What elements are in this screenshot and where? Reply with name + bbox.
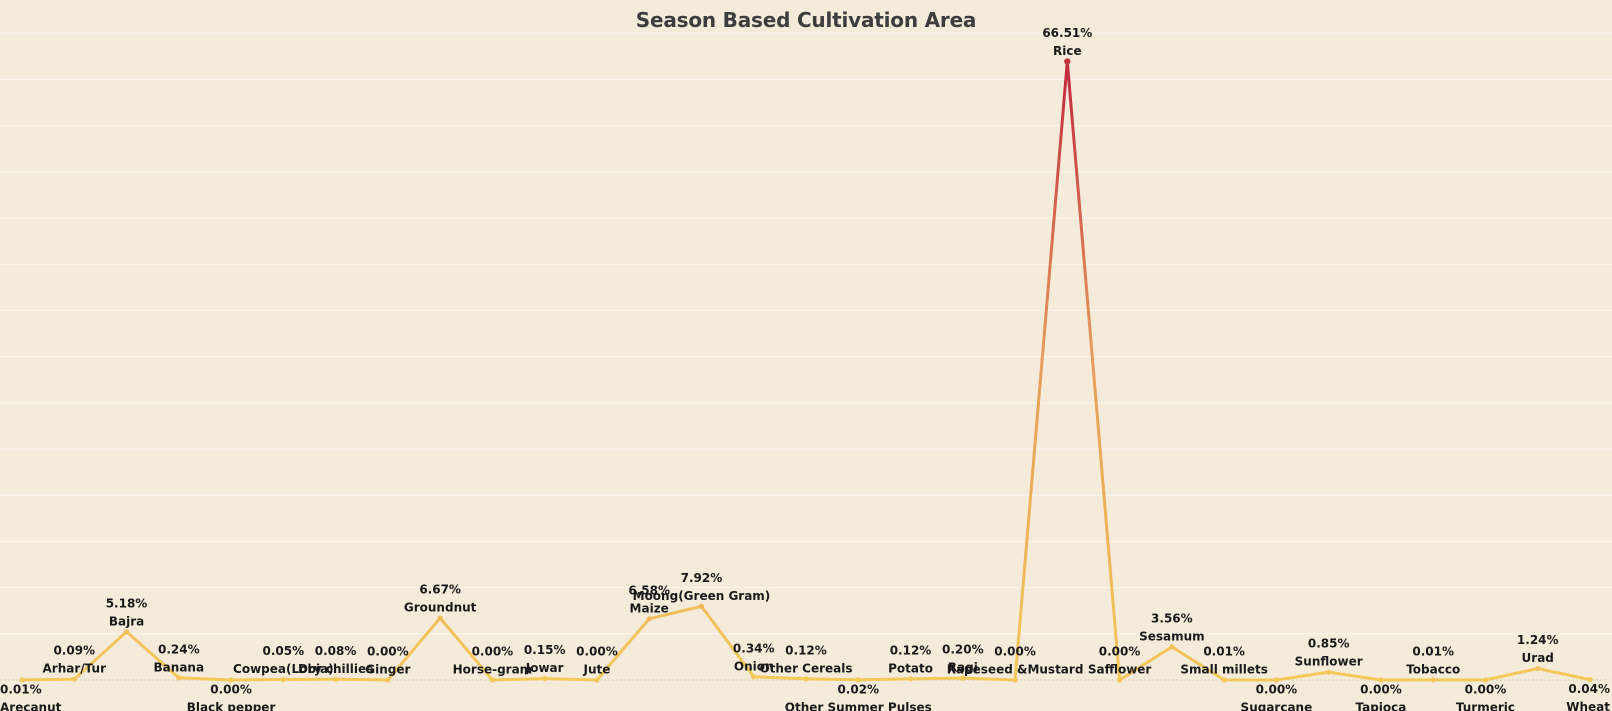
value-label: 0.00% <box>472 645 514 659</box>
value-label: 0.09% <box>53 644 95 658</box>
value-label: 66.51% <box>1042 26 1092 40</box>
category-label: Arhar/Tur <box>43 662 107 676</box>
category-label: Rapeseed &Mustard <box>947 663 1084 677</box>
data-point[interactable] <box>489 677 495 683</box>
data-point[interactable] <box>1117 677 1123 683</box>
value-label: 0.00% <box>576 645 618 659</box>
category-label: Ginger <box>365 663 410 677</box>
data-point[interactable] <box>751 674 757 680</box>
data-point[interactable] <box>1587 677 1593 683</box>
value-label: 0.05% <box>263 644 305 658</box>
value-label: 0.85% <box>1308 637 1350 651</box>
data-point[interactable] <box>1273 677 1279 683</box>
value-label: 0.12% <box>890 643 932 657</box>
value-label: 3.56% <box>1151 611 1193 625</box>
category-label: Arecanut <box>0 700 62 711</box>
category-label: Other Summer Pulses <box>785 700 932 711</box>
category-label: Urad <box>1522 651 1554 665</box>
data-point[interactable] <box>176 675 182 681</box>
data-point[interactable] <box>1378 677 1384 683</box>
data-point[interactable] <box>1064 58 1071 65</box>
category-label: Tapioca <box>1355 701 1406 711</box>
category-label: Jowar <box>525 661 564 675</box>
data-point[interactable] <box>1430 677 1436 683</box>
value-label: 0.00% <box>1099 645 1141 659</box>
category-label: Black pepper <box>187 701 276 711</box>
data-point[interactable] <box>280 676 286 683</box>
data-point[interactable] <box>385 677 391 683</box>
value-label: 0.34% <box>733 641 775 655</box>
category-label: Banana <box>154 660 205 674</box>
category-label: Wheat <box>1566 700 1610 711</box>
data-point[interactable] <box>960 675 966 681</box>
value-label: 0.00% <box>367 645 409 659</box>
data-point[interactable] <box>698 603 705 609</box>
value-label: 0.00% <box>1465 683 1507 697</box>
value-label: 0.04% <box>1568 682 1610 696</box>
gridlines <box>0 32 1612 681</box>
data-point[interactable] <box>1482 677 1489 683</box>
category-label: Sunflower <box>1295 655 1363 669</box>
value-label: 0.12% <box>785 643 827 657</box>
value-label: 0.00% <box>1360 683 1402 697</box>
value-label: 0.01% <box>1412 644 1454 658</box>
category-label: Moong(Green Gram) <box>633 589 771 603</box>
data-point[interactable] <box>333 676 339 682</box>
value-label: 1.24% <box>1517 633 1559 647</box>
data-point[interactable] <box>71 676 77 682</box>
value-label: 0.01% <box>0 682 42 696</box>
value-label: 6.67% <box>419 582 461 596</box>
category-label: Other Cereals <box>759 661 852 675</box>
category-label: Potato <box>888 661 933 675</box>
value-label: 0.02% <box>837 682 879 696</box>
category-label: Dry chillies <box>298 662 373 676</box>
category-label: Safflower <box>1088 663 1152 677</box>
data-point[interactable] <box>1535 665 1541 672</box>
category-label: Onion <box>734 659 774 673</box>
value-label: 0.00% <box>994 645 1036 659</box>
value-label: 0.20% <box>942 643 984 657</box>
category-label: Cowpea(Lobia) <box>233 662 334 676</box>
category-label: Turmeric <box>1456 701 1515 711</box>
value-label: 0.00% <box>210 683 252 697</box>
category-label: Rice <box>1053 44 1082 58</box>
category-label: Horse-gram <box>453 663 533 677</box>
value-label: 7.92% <box>681 571 723 585</box>
chart-title: Season Based Cultivation Area <box>635 8 977 32</box>
category-label: Bajra <box>109 614 144 628</box>
value-label: 6.58% <box>628 583 670 597</box>
data-point[interactable] <box>855 677 861 683</box>
data-point[interactable] <box>1326 669 1332 675</box>
data-point[interactable] <box>1012 677 1018 683</box>
data-point[interactable] <box>1221 677 1227 683</box>
data-point[interactable] <box>803 676 809 682</box>
value-label: 0.15% <box>524 643 566 657</box>
category-label: Maize <box>630 601 669 615</box>
value-label: 0.24% <box>158 642 200 656</box>
data-point[interactable] <box>542 676 548 682</box>
data-point[interactable] <box>437 615 443 621</box>
value-label: 0.01% <box>1203 644 1245 658</box>
data-labels: 0.01% Arecanut 0.09% Arhar/Tur 5.18% Bajra 0.2… <box>0 26 1610 711</box>
value-label: 0.08% <box>315 644 357 658</box>
data-point[interactable] <box>123 629 130 635</box>
data-point[interactable] <box>19 677 25 683</box>
category-label: Ragi <box>948 661 978 675</box>
data-point[interactable] <box>228 677 234 683</box>
category-label: Tobacco <box>1406 662 1460 676</box>
data-point[interactable] <box>907 676 914 682</box>
category-label: Jute <box>582 663 610 677</box>
value-label: 5.18% <box>106 596 148 610</box>
category-label: Sugarcane <box>1241 701 1313 711</box>
data-point[interactable] <box>646 616 652 622</box>
data-point[interactable] <box>594 677 600 683</box>
data-points <box>19 58 1593 683</box>
category-label: Sesamum <box>1139 629 1205 643</box>
category-label: Groundnut <box>404 600 477 614</box>
data-point[interactable] <box>1169 644 1175 650</box>
category-label: Small millets <box>1180 662 1268 676</box>
value-label: 0.00% <box>1256 683 1298 697</box>
